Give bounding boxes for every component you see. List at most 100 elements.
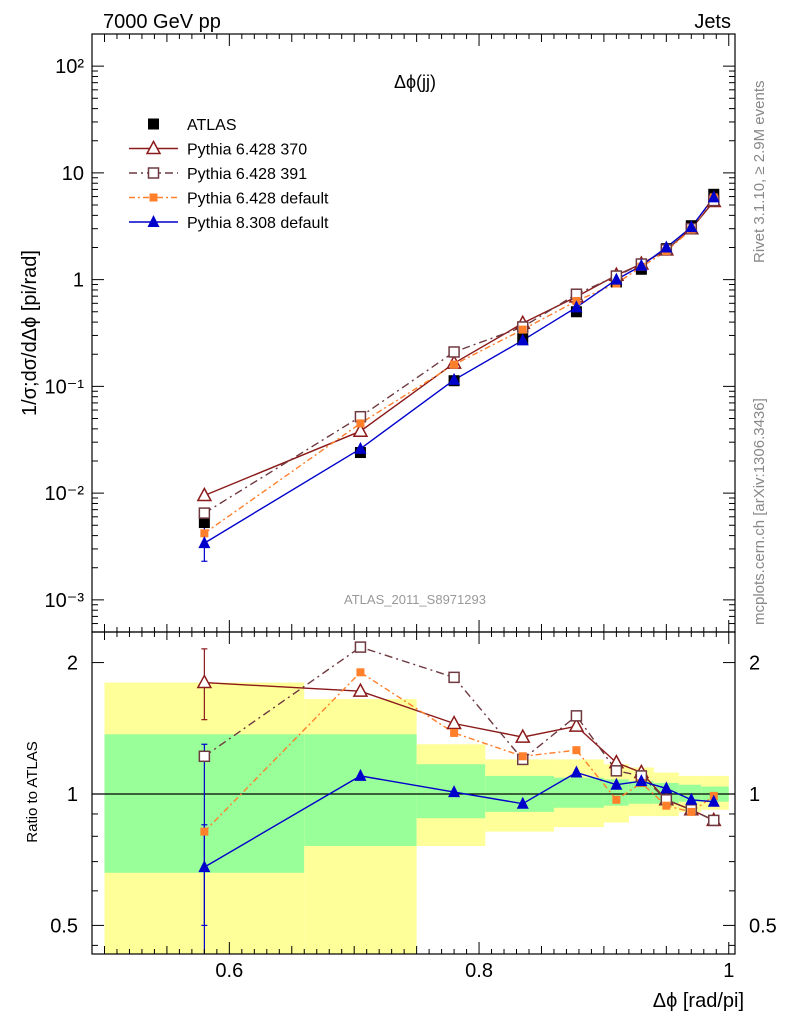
- legend: ATLAS Pythia 6.428 370 Pythia 6.428 391 Pyt…: [129, 117, 329, 232]
- data-point-pythia-6-428-370: [568, 717, 585, 732]
- series-line-pythia-6-428-391: [204, 200, 715, 514]
- x-tick-label: 0.8: [465, 960, 493, 982]
- data-point-pythia-6-428-370: [446, 714, 462, 730]
- series-line-pythia-8-308-default: [204, 196, 715, 544]
- data-point-pythia-8-308-default: [448, 372, 461, 385]
- y-tick-label: 10: [62, 163, 84, 185]
- data-point-pythia-8-308-default: [516, 333, 529, 346]
- y-tick-label: 10²: [55, 56, 84, 78]
- data-point-pythia-6-428-391: [610, 765, 623, 777]
- header-jets-label: Jets: [694, 11, 731, 33]
- ratio-y-tick-label-right: 2: [749, 653, 760, 675]
- legend-label: ATLAS: [187, 117, 237, 134]
- data-point-pythia-6-428-default: [687, 807, 696, 816]
- x-axis-label: Δϕ [rad/pi]: [653, 990, 744, 1012]
- y-tick-label: 1: [73, 270, 84, 292]
- data-point-pythia-6-428-370: [352, 682, 369, 697]
- y-tick-label: 10⁻²: [45, 483, 85, 505]
- data-point-pythia-6-428-370: [196, 486, 213, 502]
- data-point-pythia-8-308-default: [635, 258, 648, 271]
- data-point-pythia-6-428-391: [448, 671, 460, 684]
- data-point-pythia-6-428-default: [662, 801, 671, 810]
- legend-label: Pythia 6.428 391: [187, 166, 307, 183]
- legend-entry-pythia-6-428-default: Pythia 6.428 default: [129, 191, 329, 208]
- data-point-pythia-6-428-391: [448, 346, 460, 358]
- data-point-pythia-6-428-391: [708, 814, 720, 827]
- data-point-pythia-6-428-370: [514, 728, 531, 743]
- data-point-atlas: [198, 517, 210, 529]
- uncertainty-band-green: [304, 734, 417, 847]
- data-point-pythia-6-428-default: [356, 668, 365, 677]
- legend-entry-pythia-6-428-391: Pythia 6.428 391: [129, 166, 307, 183]
- legend-label: Pythia 6.428 default: [187, 191, 329, 208]
- legend-marker: [148, 118, 159, 130]
- data-point-pythia-6-428-391: [354, 641, 367, 653]
- ratio-y-tick-label-left: 0.5: [50, 915, 78, 937]
- ratio-y-tick-label-right: 1: [749, 784, 760, 806]
- y-tick-label: 10⁻³: [45, 590, 85, 612]
- uncertainty-band-green: [553, 777, 604, 808]
- data-point-pythia-8-308-default: [685, 792, 698, 805]
- data-point-pythia-8-308-default: [354, 441, 367, 454]
- uncertainty-band-green: [678, 784, 702, 802]
- series-line-pythia-6-428-391: [203, 646, 715, 822]
- data-point-pythia-6-428-default: [612, 795, 621, 804]
- data-point-pythia-8-308-default: [570, 765, 583, 778]
- ratio-axes: 0.5 0.5 1 1 2 2 0.6 0.8 1: [50, 631, 777, 982]
- data-point-pythia-8-308-default: [610, 272, 623, 285]
- legend-label: Pythia 6.428 370: [187, 142, 307, 159]
- data-point-pythia-6-428-391: [570, 710, 583, 722]
- legend-entry-pythia-6-428-370: Pythia 6.428 370: [129, 139, 307, 159]
- ratio-y-tick-label-left: 1: [67, 784, 78, 806]
- mcplots-reference-label: mcplots.cern.ch [arXiv:1306.3436]: [751, 398, 768, 625]
- data-point-pythia-6-428-default: [518, 325, 527, 334]
- data-point-pythia-8-308-default: [198, 860, 211, 873]
- data-point-pythia-8-308-default: [354, 768, 367, 781]
- series-line-pythia-6-428-370: [204, 200, 715, 497]
- ratio-y-tick-label-right: 0.5: [749, 915, 777, 937]
- data-point-pythia-6-428-370: [352, 422, 369, 437]
- ratio-plot-frame: [91, 631, 736, 955]
- data-point-pythia-8-308-default: [685, 220, 698, 233]
- x-tick-label: 1: [723, 960, 734, 982]
- series-line-pythia-8-308-default: [204, 771, 714, 868]
- legend-label: Pythia 8.308 default: [187, 215, 329, 232]
- y-tick-label: 10⁻¹: [45, 376, 85, 398]
- legend-entry-atlas: ATLAS: [148, 117, 237, 134]
- main-axes: 10⁻³ 10⁻² 10⁻¹ 1 10 10²: [45, 33, 735, 633]
- data-point-pythia-8-308-default: [198, 536, 211, 549]
- data-point-pythia-8-308-default: [635, 774, 648, 787]
- chart-title: Δϕ(jj): [394, 72, 436, 92]
- data-point-pythia-8-308-default: [570, 300, 583, 313]
- legend-marker: [149, 193, 158, 202]
- legend-entry-pythia-8-308-default: Pythia 8.308 default: [129, 215, 329, 232]
- y-axis-label: 1/σ;dσ/dΔϕ [pi/rad]: [19, 250, 41, 416]
- ratio-y-tick-label-left: 2: [67, 653, 78, 675]
- legend-marker: [147, 215, 160, 227]
- data-point-pythia-6-428-default: [200, 529, 209, 538]
- data-point-pythia-6-428-default: [518, 752, 527, 761]
- data-point-pythia-6-428-default: [200, 827, 209, 836]
- ratio-uncertainty-bands: [92, 682, 735, 954]
- data-point-pythia-8-308-default: [516, 796, 529, 809]
- data-point-pythia-8-308-default: [610, 777, 623, 790]
- rivet-version-label: Rivet 3.1.10, ≥ 2.9M events: [751, 81, 768, 264]
- analysis-watermark: ATLAS_2011_S8971293: [344, 592, 486, 607]
- series-line-pythia-6-428-default: [203, 671, 715, 833]
- data-point-pythia-6-428-391: [198, 507, 211, 519]
- data-point-pythia-8-308-default: [448, 785, 461, 798]
- legend-marker: [145, 139, 162, 155]
- data-point-pythia-6-428-370: [196, 673, 213, 689]
- data-point-pythia-8-308-default: [707, 190, 720, 203]
- data-point-pythia-8-308-default: [660, 240, 673, 253]
- ratio-y-axis-label: Ratio to ATLAS: [24, 741, 41, 842]
- main-series-layer: [196, 188, 722, 562]
- data-point-pythia-6-428-default: [450, 360, 459, 369]
- header-energy-label: 7000 GeV pp: [103, 11, 221, 33]
- data-point-pythia-8-308-default: [660, 781, 673, 794]
- data-point-pythia-6-428-391: [198, 750, 211, 763]
- data-point-pythia-6-428-default: [572, 746, 581, 755]
- x-tick-label: 0.6: [215, 960, 243, 982]
- data-point-pythia-6-428-default: [356, 419, 365, 428]
